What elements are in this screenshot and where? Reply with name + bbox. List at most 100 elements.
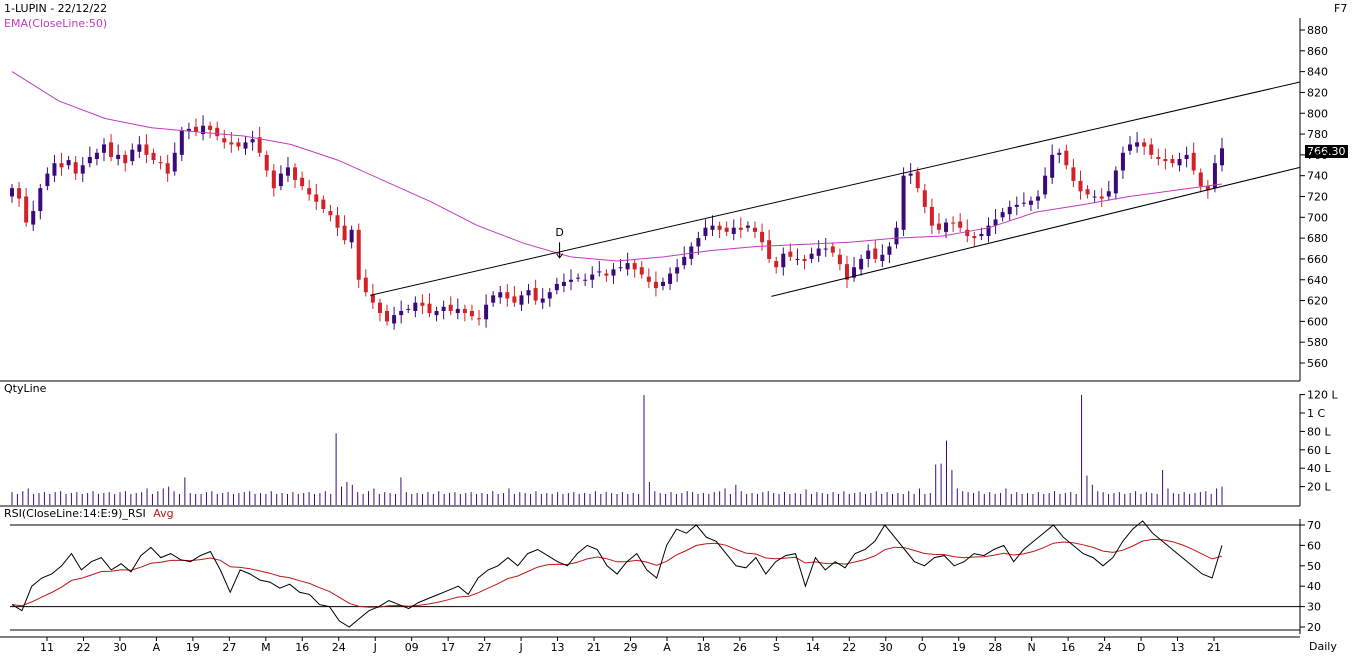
annotations: D [555, 226, 564, 259]
candle-body [385, 310, 390, 322]
candle-body [986, 225, 991, 237]
price-tick-label: 880 [1307, 24, 1328, 37]
time-tick-label: A [663, 641, 671, 654]
volume-tick-label: 40 L [1307, 462, 1331, 475]
candle-body [73, 162, 78, 174]
candle-body [201, 125, 206, 135]
time-tick-label: O [918, 641, 927, 654]
candle-body [193, 126, 198, 132]
price-tick-label: 840 [1307, 66, 1328, 79]
price-tick-label: 640 [1307, 274, 1328, 287]
candle-body [526, 290, 531, 296]
volume-tick-label: 1 C [1307, 407, 1325, 420]
candle-body [321, 199, 326, 209]
trendline-upper-channel [370, 81, 1301, 296]
rsi-tick-label: 60 [1307, 539, 1321, 552]
candle-body [17, 188, 22, 199]
trendline-lower-channel [771, 166, 1301, 297]
candle-body [45, 173, 50, 187]
candle-body [116, 154, 121, 160]
candle-body [512, 296, 517, 303]
annotation-label: D [555, 226, 563, 239]
candle-body [1021, 202, 1026, 204]
candle-body [1028, 200, 1033, 205]
candle-body [215, 127, 220, 137]
candle-body [774, 261, 779, 268]
candle-body [710, 225, 715, 230]
candle-body [604, 273, 609, 276]
candle-body [781, 253, 786, 268]
candle-body [285, 167, 290, 176]
time-tick-label: 27 [222, 641, 236, 654]
candle-body [59, 163, 64, 168]
candle-body [646, 276, 651, 282]
candle-body [519, 295, 524, 305]
period-label[interactable]: Daily [1309, 640, 1337, 653]
time-tick-label: 21 [1207, 641, 1221, 654]
function-key-label: F7 [1334, 2, 1348, 15]
price-tick-label: 680 [1307, 232, 1328, 245]
candle-body [1000, 212, 1005, 218]
candle-body [731, 227, 736, 234]
price-tick-label: 700 [1307, 211, 1328, 224]
volume-tick-label: 20 L [1307, 481, 1331, 494]
trendlines [370, 81, 1301, 297]
candle-body [880, 254, 885, 262]
candle-body [264, 154, 269, 171]
candle-body [236, 142, 241, 147]
candle-body [675, 267, 680, 274]
rsi-tick-label: 50 [1307, 560, 1321, 573]
candle-body [1184, 154, 1189, 160]
candle-body [894, 227, 899, 245]
ema-line [11, 71, 1223, 262]
price-axis: 560 580 600 620 640 660 680 700 720 740 760 780 800 8… [1300, 24, 1328, 370]
candle-body [752, 227, 757, 232]
candle-body [788, 251, 793, 257]
price-panel-frame [0, 18, 1301, 382]
candle-body [767, 240, 772, 259]
last-price-tag: 766.30 [1305, 145, 1348, 158]
candle-body [696, 238, 701, 247]
candle-body [420, 302, 425, 306]
candle-body [208, 125, 213, 130]
candle-body [625, 263, 630, 270]
rsi-panel-label: RSI(CloseLine:14:E:9)_RSI Avg [4, 507, 174, 520]
candle-body [31, 211, 36, 225]
time-tick-label: J [373, 641, 377, 654]
candle-body [717, 225, 722, 230]
time-tick-label: 24 [1098, 641, 1112, 654]
candlestick-series [10, 115, 1224, 330]
candle-body [1220, 148, 1224, 166]
candle-body [1071, 167, 1076, 181]
candle-body [1113, 170, 1118, 194]
price-tick-label: 560 [1307, 357, 1328, 370]
candle-body [52, 163, 57, 176]
candle-body [1014, 204, 1019, 207]
candle-body [979, 233, 984, 237]
candle-body [583, 279, 588, 281]
time-tick-label: 13 [551, 641, 565, 654]
candle-body [590, 274, 595, 280]
candle-body [682, 256, 687, 266]
candle-body [1092, 196, 1097, 198]
candle-body [1135, 142, 1140, 147]
candle-body [505, 292, 510, 299]
candle-body [307, 188, 312, 195]
candle-body [1057, 152, 1062, 155]
candle-body [1177, 159, 1182, 166]
candle-body [144, 144, 149, 155]
candle-body [406, 308, 411, 310]
candle-body [229, 142, 234, 145]
candle-body [243, 142, 248, 149]
price-tick-label: 860 [1307, 45, 1328, 58]
candle-body [413, 302, 418, 311]
time-tick-label: 28 [988, 641, 1002, 654]
candle-body [703, 227, 708, 237]
candle-body [186, 128, 191, 131]
candle-body [314, 194, 319, 202]
candle-body [335, 215, 340, 228]
price-tick-label: 740 [1307, 170, 1328, 183]
volume-axis: 20 L 40 L 60 L 80 L 1 C 120 L [1300, 389, 1338, 494]
candle-body [151, 152, 156, 161]
